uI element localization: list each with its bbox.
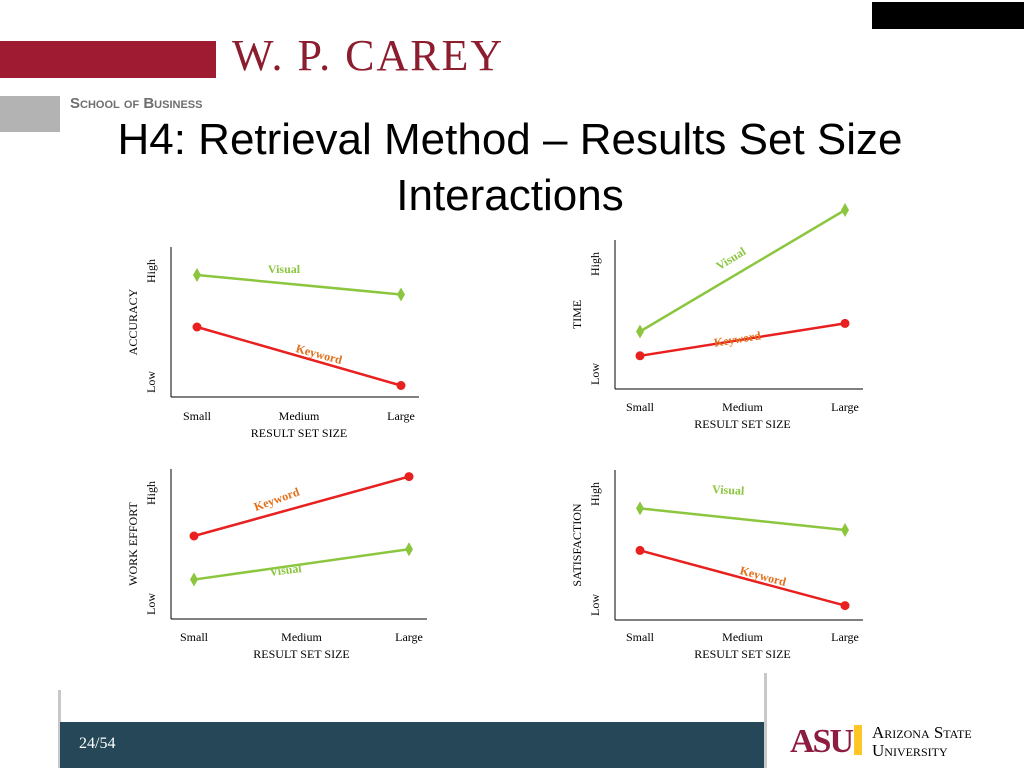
series-line-keyword — [193, 475, 410, 538]
x-tick-label: Large — [831, 630, 859, 644]
data-point-keyword — [404, 472, 414, 482]
series-label-visual: Visual — [714, 244, 749, 273]
data-point-visual — [405, 542, 413, 557]
x-axis-title: RESULT SET SIZE — [694, 417, 790, 431]
y-axis-title: ACCURACY — [126, 288, 140, 355]
footer-divider-right — [764, 673, 767, 768]
x-tick-label: Small — [626, 630, 655, 644]
data-point-visual — [636, 501, 644, 516]
series-line-visual — [639, 507, 846, 532]
x-axis-title: RESULT SET SIZE — [253, 647, 349, 661]
y-axis-title: TIME — [570, 300, 584, 329]
series-line-keyword — [639, 549, 846, 607]
y-tick-label-low: Low — [144, 593, 158, 615]
y-tick-label-low: Low — [588, 594, 602, 616]
school-of-business-label: School of Business — [70, 95, 203, 112]
y-axis-title: WORK EFFORT — [126, 502, 140, 586]
footer-bar — [60, 722, 764, 768]
x-tick-label: Large — [831, 400, 859, 414]
y-tick-label-high: High — [588, 482, 602, 506]
footer-divider-left — [58, 690, 61, 768]
data-point-visual — [193, 268, 201, 282]
header-gray-band — [0, 96, 60, 132]
series-label-visual: Visual — [712, 482, 746, 498]
data-point-visual — [636, 324, 644, 339]
series-label-keyword: Keyword — [738, 563, 788, 589]
top-black-bar — [872, 2, 1024, 29]
data-point-keyword — [840, 318, 850, 328]
series-line-visual — [193, 547, 410, 581]
data-point-keyword — [635, 545, 645, 555]
data-point-visual — [841, 203, 849, 217]
page-number: 24/54 — [79, 735, 116, 752]
series-line-visual — [639, 208, 846, 333]
series-label-keyword: Keyword — [713, 328, 762, 349]
x-axis-title: RESULT SET SIZE — [251, 426, 347, 440]
data-point-keyword — [192, 322, 202, 332]
y-tick-label-high: High — [144, 259, 158, 283]
y-axis-title: SATISFACTION — [570, 503, 584, 586]
x-tick-label: Small — [180, 630, 209, 644]
x-tick-label: Large — [395, 630, 423, 644]
series-line-keyword — [196, 325, 402, 387]
wp-carey-logo: W. P. CAREY — [232, 31, 505, 80]
x-axis-title: RESULT SET SIZE — [694, 647, 790, 661]
data-point-keyword — [396, 381, 406, 390]
y-tick-label-high: High — [588, 252, 602, 276]
series-label-visual: Visual — [269, 561, 303, 579]
asu-university-name: Arizona State University — [872, 723, 972, 760]
series-line-keyword — [639, 322, 846, 358]
series-line-visual — [196, 273, 402, 296]
header-red-band — [0, 41, 216, 78]
slide-title: H4: Retrieval Method – Results Set Size … — [117, 115, 903, 220]
data-point-keyword — [635, 351, 645, 361]
data-point-keyword — [840, 601, 850, 611]
x-tick-label: Medium — [722, 630, 763, 644]
series-label-visual: Visual — [268, 262, 301, 276]
y-tick-label-low: Low — [144, 371, 158, 393]
x-tick-label: Small — [183, 409, 212, 423]
x-tick-label: Small — [626, 400, 655, 414]
x-tick-label: Medium — [279, 409, 320, 423]
data-point-visual — [190, 572, 198, 587]
data-point-keyword — [189, 531, 199, 541]
x-tick-label: Medium — [281, 630, 322, 644]
x-tick-label: Medium — [722, 400, 763, 414]
y-tick-label-high: High — [144, 481, 158, 505]
data-point-visual — [841, 523, 849, 537]
y-tick-label-low: Low — [588, 363, 602, 385]
x-tick-label: Large — [387, 409, 415, 423]
asu-logo-mark: ASU — [790, 725, 863, 759]
data-point-visual — [397, 287, 405, 302]
